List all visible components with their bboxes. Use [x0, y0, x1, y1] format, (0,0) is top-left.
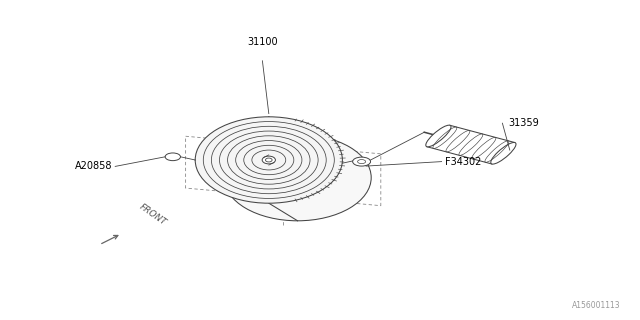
Text: 31359: 31359 — [509, 118, 540, 128]
Text: A156001113: A156001113 — [572, 301, 621, 310]
Ellipse shape — [266, 158, 272, 162]
Ellipse shape — [224, 134, 371, 221]
Circle shape — [353, 157, 371, 166]
Ellipse shape — [491, 142, 516, 164]
Text: FRONT: FRONT — [138, 202, 168, 227]
Ellipse shape — [195, 117, 342, 203]
Circle shape — [165, 153, 180, 161]
Text: 31100: 31100 — [247, 36, 278, 47]
Ellipse shape — [426, 125, 451, 147]
Ellipse shape — [262, 156, 275, 164]
Text: A20858: A20858 — [74, 161, 112, 172]
Text: F34302: F34302 — [445, 156, 481, 167]
